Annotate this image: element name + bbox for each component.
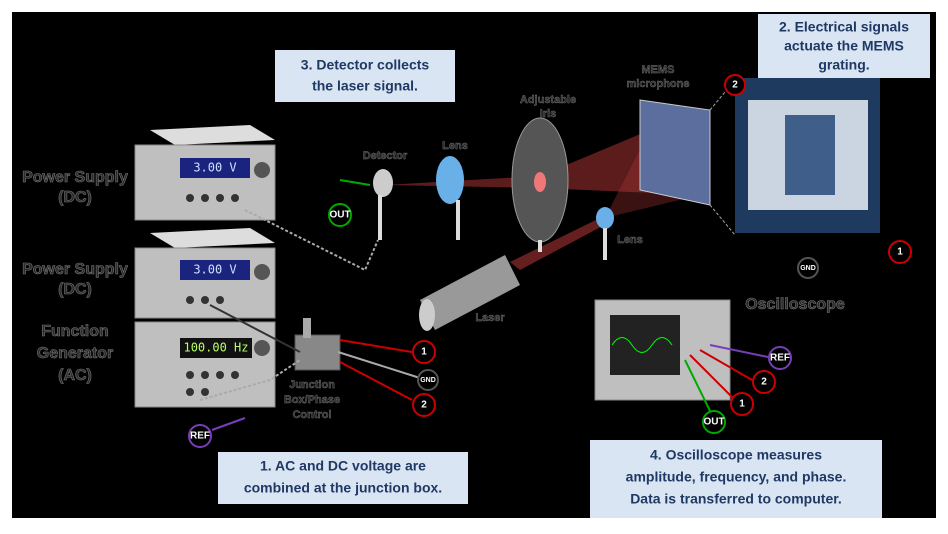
- lens-2: [596, 207, 614, 260]
- device-label: (AC): [58, 367, 92, 384]
- callout-2: 2. Electrical signals actuate the MEMS g…: [758, 14, 930, 78]
- device-label: Generator: [37, 345, 113, 362]
- display: 3.00 V: [193, 263, 236, 277]
- laser: [419, 255, 520, 331]
- junction-box: [294, 318, 341, 371]
- marker: 1: [739, 399, 745, 410]
- callout-text: the laser signal.: [312, 78, 418, 94]
- display: 3.00 V: [193, 161, 236, 175]
- marker: GND: [800, 265, 816, 272]
- iris: [511, 117, 569, 252]
- label: Laser: [475, 312, 505, 324]
- label: microphone: [627, 78, 690, 90]
- label: Lens: [617, 234, 643, 246]
- device-label: (DC): [58, 189, 92, 206]
- label: Lens: [442, 140, 468, 152]
- wires: [199, 179, 769, 431]
- device-label: Power Supply: [22, 261, 128, 278]
- device-label: Power Supply: [22, 169, 128, 186]
- display: 100.00 Hz: [183, 341, 248, 355]
- device-label: Function: [41, 323, 109, 340]
- mems-image: [735, 78, 880, 233]
- label: Adjustable: [520, 94, 576, 106]
- callout-text: actuate the MEMS: [784, 38, 904, 54]
- marker: 1: [421, 347, 427, 358]
- callout-3: 3. Detector collects the laser signal.: [275, 50, 455, 102]
- marker: 2: [421, 400, 427, 411]
- marker: 2: [732, 80, 738, 91]
- callout-text: 1. AC and DC voltage are: [260, 458, 426, 474]
- marker: 1: [897, 247, 903, 258]
- detector: [373, 169, 393, 240]
- label: Iris: [540, 108, 557, 120]
- label: Detector: [363, 150, 408, 162]
- label: Junction: [289, 379, 335, 391]
- markers: OUT 1 GND 2 REF 2 1 GND REF 2 1 OUT: [188, 74, 912, 448]
- callout-text: 2. Electrical signals: [779, 19, 909, 35]
- callout-text: combined at the junction box.: [244, 480, 442, 496]
- oscilloscope: [594, 299, 731, 401]
- marker: OUT: [703, 417, 724, 428]
- callout-1: 1. AC and DC voltage are combined at the…: [218, 452, 468, 504]
- function-generator: [134, 321, 276, 408]
- callout-text: grating.: [818, 57, 869, 73]
- callout-text: Data is transferred to computer.: [630, 491, 842, 507]
- device-label: (DC): [58, 281, 92, 298]
- callout-text: 3. Detector collects: [301, 57, 430, 73]
- callout-4: 4. Oscilloscope measures amplitude, freq…: [590, 440, 882, 518]
- power-supply-1: [134, 125, 276, 221]
- label: Oscilloscope: [745, 296, 845, 313]
- power-supply-2: [134, 228, 276, 319]
- label: MEMS: [642, 64, 675, 76]
- marker: 2: [761, 377, 767, 388]
- mems-chip: [639, 79, 736, 236]
- marker: OUT: [329, 210, 350, 221]
- marker: REF: [770, 353, 790, 364]
- callout-text: amplitude, frequency, and phase.: [626, 469, 847, 485]
- callout-text: 4. Oscilloscope measures: [650, 447, 822, 463]
- label: Control: [292, 409, 331, 421]
- lens-1: [436, 156, 464, 240]
- marker: GND: [420, 377, 436, 384]
- marker: REF: [190, 431, 210, 442]
- label: Box/Phase: [284, 394, 340, 406]
